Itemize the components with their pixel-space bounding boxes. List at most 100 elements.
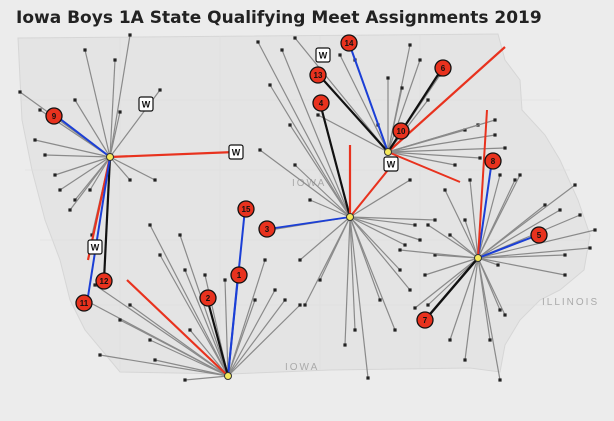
- w-marker-label: W: [142, 100, 151, 110]
- marker-label: 10: [397, 127, 406, 136]
- assignment-spoke: [109, 34, 131, 158]
- marker-label: 13: [314, 71, 323, 80]
- assignment-spoke: [477, 254, 566, 259]
- assignment-spoke: [349, 216, 396, 331]
- school-point: [453, 163, 457, 167]
- highlighted-spoke: [349, 164, 393, 218]
- meet-site-hub: [224, 372, 232, 380]
- marker-13[interactable]: 13: [309, 66, 327, 84]
- assignment-spoke: [444, 189, 479, 259]
- marker-14[interactable]: 14: [340, 34, 358, 52]
- assignment-spoke: [349, 216, 356, 331]
- assignment-spoke: [477, 257, 566, 276]
- marker-6[interactable]: 6: [434, 59, 452, 77]
- school-point: [38, 108, 42, 112]
- assignment-spoke: [94, 284, 229, 377]
- school-point: [118, 318, 122, 322]
- assignment-spoke: [54, 156, 111, 176]
- assignment-spoke: [387, 151, 456, 166]
- school-point: [463, 358, 467, 362]
- school-point: [178, 233, 182, 237]
- school-point: [418, 238, 422, 242]
- school-point: [513, 178, 517, 182]
- marker-10[interactable]: 10: [392, 122, 410, 140]
- school-point: [403, 243, 407, 247]
- marker-9[interactable]: 9: [45, 107, 63, 125]
- marker-11[interactable]: 11: [75, 294, 93, 312]
- assignment-spoke: [464, 257, 479, 361]
- marker-label: 14: [345, 39, 354, 48]
- assignment-spoke: [227, 304, 301, 377]
- highlighted-spoke: [477, 234, 539, 259]
- school-point: [90, 233, 94, 237]
- marker-15[interactable]: 15: [237, 200, 255, 218]
- school-point: [433, 253, 437, 257]
- w-marker-box: [228, 144, 244, 160]
- school-point: [426, 98, 430, 102]
- school-point: [298, 303, 302, 307]
- marker-circle: [530, 226, 548, 244]
- w-markers: W W W W W: [87, 47, 399, 255]
- marker-1[interactable]: 1: [230, 266, 248, 284]
- highlighted-spoke: [86, 156, 111, 304]
- school-point: [158, 253, 162, 257]
- highlighted-spoke: [126, 279, 229, 377]
- marker-12[interactable]: 12: [95, 272, 113, 290]
- marker-7[interactable]: 7: [416, 311, 434, 329]
- school-point: [316, 113, 320, 117]
- assignment-spoke: [387, 59, 421, 153]
- assignment-spoke: [399, 249, 479, 259]
- iowa-south-label: IOWA: [285, 362, 319, 373]
- school-point: [88, 188, 92, 192]
- school-point: [448, 338, 452, 342]
- assignment-spoke: [281, 49, 351, 218]
- school-point: [18, 90, 22, 94]
- w-marker[interactable]: W: [315, 47, 331, 63]
- assignment-spoke: [269, 84, 351, 218]
- assignment-spoke: [349, 216, 369, 379]
- school-point: [488, 338, 492, 342]
- school-point: [408, 43, 412, 47]
- marker-2[interactable]: 2: [199, 289, 217, 307]
- marker-5[interactable]: 5: [530, 226, 548, 244]
- assignment-spoke: [349, 216, 436, 221]
- w-marker[interactable]: W: [228, 144, 244, 160]
- school-point: [280, 48, 284, 52]
- assignment-spoke: [387, 87, 403, 153]
- school-point: [293, 163, 297, 167]
- school-point: [128, 178, 132, 182]
- marker-circle: [199, 289, 217, 307]
- w-marker-label: W: [91, 243, 100, 253]
- school-point: [153, 178, 157, 182]
- assignment-spoke: [387, 134, 496, 153]
- assignment-spoke: [294, 37, 389, 153]
- assignment-spoke: [477, 209, 561, 259]
- school-point: [426, 303, 430, 307]
- marker-8[interactable]: 8: [484, 152, 502, 170]
- assignment-spoke: [109, 59, 116, 158]
- marker-label: 15: [242, 205, 251, 214]
- highlighted-spoke: [424, 257, 479, 321]
- assignment-spoke: [299, 216, 351, 261]
- w-marker[interactable]: W: [138, 96, 154, 112]
- assignment-spokes: [18, 33, 597, 382]
- marker-3[interactable]: 3: [258, 220, 276, 238]
- w-marker[interactable]: W: [383, 156, 399, 172]
- school-point: [158, 88, 162, 92]
- school-point: [118, 110, 122, 114]
- school-point: [496, 263, 500, 267]
- assignment-spoke: [309, 199, 351, 218]
- school-point: [413, 223, 417, 227]
- marker-label: 3: [265, 225, 270, 234]
- assignment-spoke: [224, 279, 229, 377]
- marker-4[interactable]: 4: [312, 94, 330, 112]
- marker-circle: [75, 294, 93, 312]
- school-point: [183, 268, 187, 272]
- assignment-spoke: [349, 216, 416, 226]
- school-point: [298, 258, 302, 262]
- w-marker[interactable]: W: [87, 239, 103, 255]
- school-point: [423, 273, 427, 277]
- assignment-spoke: [227, 259, 266, 377]
- school-point: [153, 358, 157, 362]
